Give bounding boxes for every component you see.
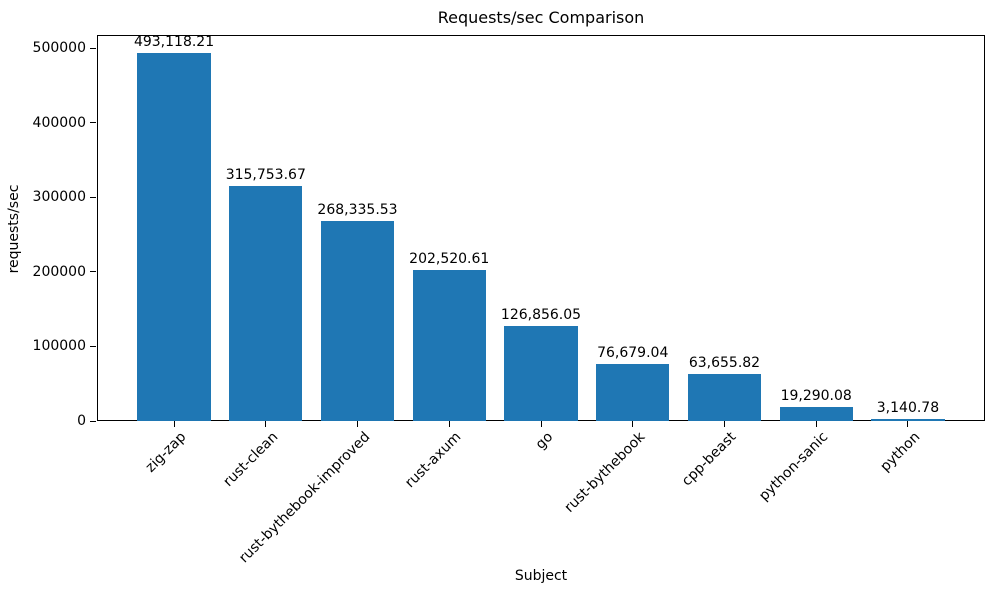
- y-tick-mark: [90, 271, 96, 273]
- y-tick-label: 300000: [32, 189, 86, 206]
- x-tick-mark: [357, 421, 359, 427]
- y-tick-label: 400000: [32, 114, 86, 131]
- bar-value-label: 63,655.82: [688, 354, 761, 371]
- bar: [871, 418, 945, 421]
- y-tick-label: 500000: [32, 40, 86, 57]
- x-tick-mark: [632, 421, 634, 427]
- x-tick-mark: [815, 421, 817, 427]
- y-tick-mark: [90, 420, 96, 422]
- y-tick-mark: [90, 196, 96, 198]
- bar: [596, 363, 670, 421]
- bar: [687, 373, 762, 421]
- y-tick-label: 100000: [32, 338, 86, 355]
- bar-value-label: 315,753.67: [225, 166, 306, 183]
- x-tick-mark: [265, 421, 267, 427]
- x-axis-label: Subject: [514, 568, 568, 584]
- bar: [412, 270, 486, 421]
- y-tick-mark: [90, 345, 96, 347]
- bar: [504, 326, 578, 421]
- y-tick-label: 0: [77, 413, 86, 429]
- bar-value-label: 268,335.53: [317, 201, 398, 218]
- x-tick-mark: [173, 421, 175, 427]
- y-tick-mark: [90, 47, 96, 49]
- chart-title: Requests/sec Comparison: [437, 8, 645, 27]
- y-tick-label: 200000: [32, 263, 86, 280]
- bar: [229, 185, 303, 421]
- x-tick-mark: [540, 421, 542, 427]
- x-tick-mark: [448, 421, 450, 427]
- bar-value-label: 76,679.04: [597, 344, 669, 361]
- bar-value-label: 19,290.08: [780, 387, 852, 404]
- x-tick-mark: [907, 421, 909, 427]
- bar: [320, 220, 395, 421]
- bar: [137, 53, 211, 421]
- bar-value-label: 3,140.78: [876, 399, 940, 416]
- bar-value-label: 493,118.21: [133, 34, 215, 51]
- y-tick-mark: [90, 122, 96, 124]
- bar: [779, 406, 853, 421]
- bar-value-label: 202,520.61: [409, 251, 490, 268]
- bar-value-label: 126,856.05: [500, 307, 582, 324]
- x-tick-mark: [723, 421, 725, 427]
